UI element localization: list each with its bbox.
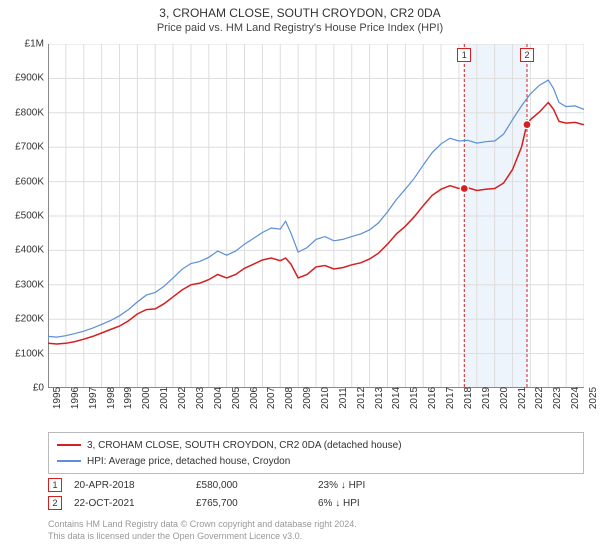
sale-price: £765,700 (196, 498, 306, 509)
legend: 3, CROHAM CLOSE, SOUTH CROYDON, CR2 0DA … (48, 432, 584, 474)
x-axis-label: 1998 (106, 387, 117, 409)
x-axis-label: 2019 (481, 387, 492, 409)
x-axis-label: 1995 (52, 387, 63, 409)
sale-price: £580,000 (196, 480, 306, 491)
sale-date: 20-APR-2018 (74, 480, 184, 491)
x-axis-label: 2018 (463, 387, 474, 409)
sale-diff: 23% ↓ HPI (318, 480, 428, 491)
legend-label-blue: HPI: Average price, detached house, Croy… (87, 456, 290, 467)
footer-line-2: This data is licensed under the Open Gov… (48, 530, 584, 542)
legend-row: HPI: Average price, detached house, Croy… (57, 453, 575, 469)
x-axis-label: 1996 (70, 387, 81, 409)
sales-table: 1 20-APR-2018 £580,000 23% ↓ HPI 2 22-OC… (48, 476, 584, 512)
y-axis-label: £200K (8, 314, 44, 325)
x-axis-label: 2008 (284, 387, 295, 409)
y-axis-label: £600K (8, 176, 44, 187)
x-axis-label: 2016 (427, 387, 438, 409)
sale-marker-1: 1 (48, 478, 62, 492)
x-axis-label: 1997 (88, 387, 99, 409)
x-axis-label: 2000 (141, 387, 152, 409)
legend-swatch-red (57, 444, 81, 446)
x-axis-label: 2012 (356, 387, 367, 409)
page-title: 3, CROHAM CLOSE, SOUTH CROYDON, CR2 0DA (0, 6, 600, 20)
footer-line-1: Contains HM Land Registry data © Crown c… (48, 518, 584, 530)
y-axis-label: £400K (8, 245, 44, 256)
y-axis-label: £100K (8, 348, 44, 359)
y-axis-label: £500K (8, 211, 44, 222)
y-axis-label: £700K (8, 142, 44, 153)
x-axis-label: 2013 (374, 387, 385, 409)
legend-label-red: 3, CROHAM CLOSE, SOUTH CROYDON, CR2 0DA … (87, 440, 402, 451)
y-axis-label: £900K (8, 73, 44, 84)
x-axis-label: 2022 (534, 387, 545, 409)
x-axis-label: 2021 (517, 387, 528, 409)
y-axis-label: £300K (8, 279, 44, 290)
x-axis-label: 2020 (499, 387, 510, 409)
x-axis-label: 2004 (213, 387, 224, 409)
sale-diff: 6% ↓ HPI (318, 498, 428, 509)
chart-sale-badge: 1 (457, 48, 471, 62)
x-axis-label: 2007 (266, 387, 277, 409)
x-axis-label: 2011 (338, 387, 349, 409)
x-axis-label: 2015 (409, 387, 420, 409)
x-axis-label: 2002 (177, 387, 188, 409)
sales-row: 2 22-OCT-2021 £765,700 6% ↓ HPI (48, 494, 584, 512)
sale-date: 22-OCT-2021 (74, 498, 184, 509)
page-subtitle: Price paid vs. HM Land Registry's House … (0, 22, 600, 34)
x-axis-label: 2025 (588, 387, 599, 409)
x-axis-label: 2001 (159, 387, 170, 409)
x-axis-label: 2005 (231, 387, 242, 409)
sales-row: 1 20-APR-2018 £580,000 23% ↓ HPI (48, 476, 584, 494)
x-axis-label: 2003 (195, 387, 206, 409)
y-axis-label: £0 (8, 383, 44, 394)
y-axis-label: £800K (8, 107, 44, 118)
x-axis-label: 2006 (249, 387, 260, 409)
x-axis-label: 2023 (552, 387, 563, 409)
x-axis-label: 2024 (570, 387, 581, 409)
y-axis-label: £1M (8, 39, 44, 50)
x-axis-label: 1999 (123, 387, 134, 409)
x-axis-label: 2009 (302, 387, 313, 409)
sale-marker-2: 2 (48, 496, 62, 510)
x-axis-label: 2014 (391, 387, 402, 409)
footer-credits: Contains HM Land Registry data © Crown c… (48, 518, 584, 542)
legend-swatch-blue (57, 460, 81, 462)
x-axis-label: 2017 (445, 387, 456, 409)
x-axis-label: 2010 (320, 387, 331, 409)
chart-canvas (48, 44, 584, 388)
legend-row: 3, CROHAM CLOSE, SOUTH CROYDON, CR2 0DA … (57, 437, 575, 453)
chart-sale-badge: 2 (520, 48, 534, 62)
